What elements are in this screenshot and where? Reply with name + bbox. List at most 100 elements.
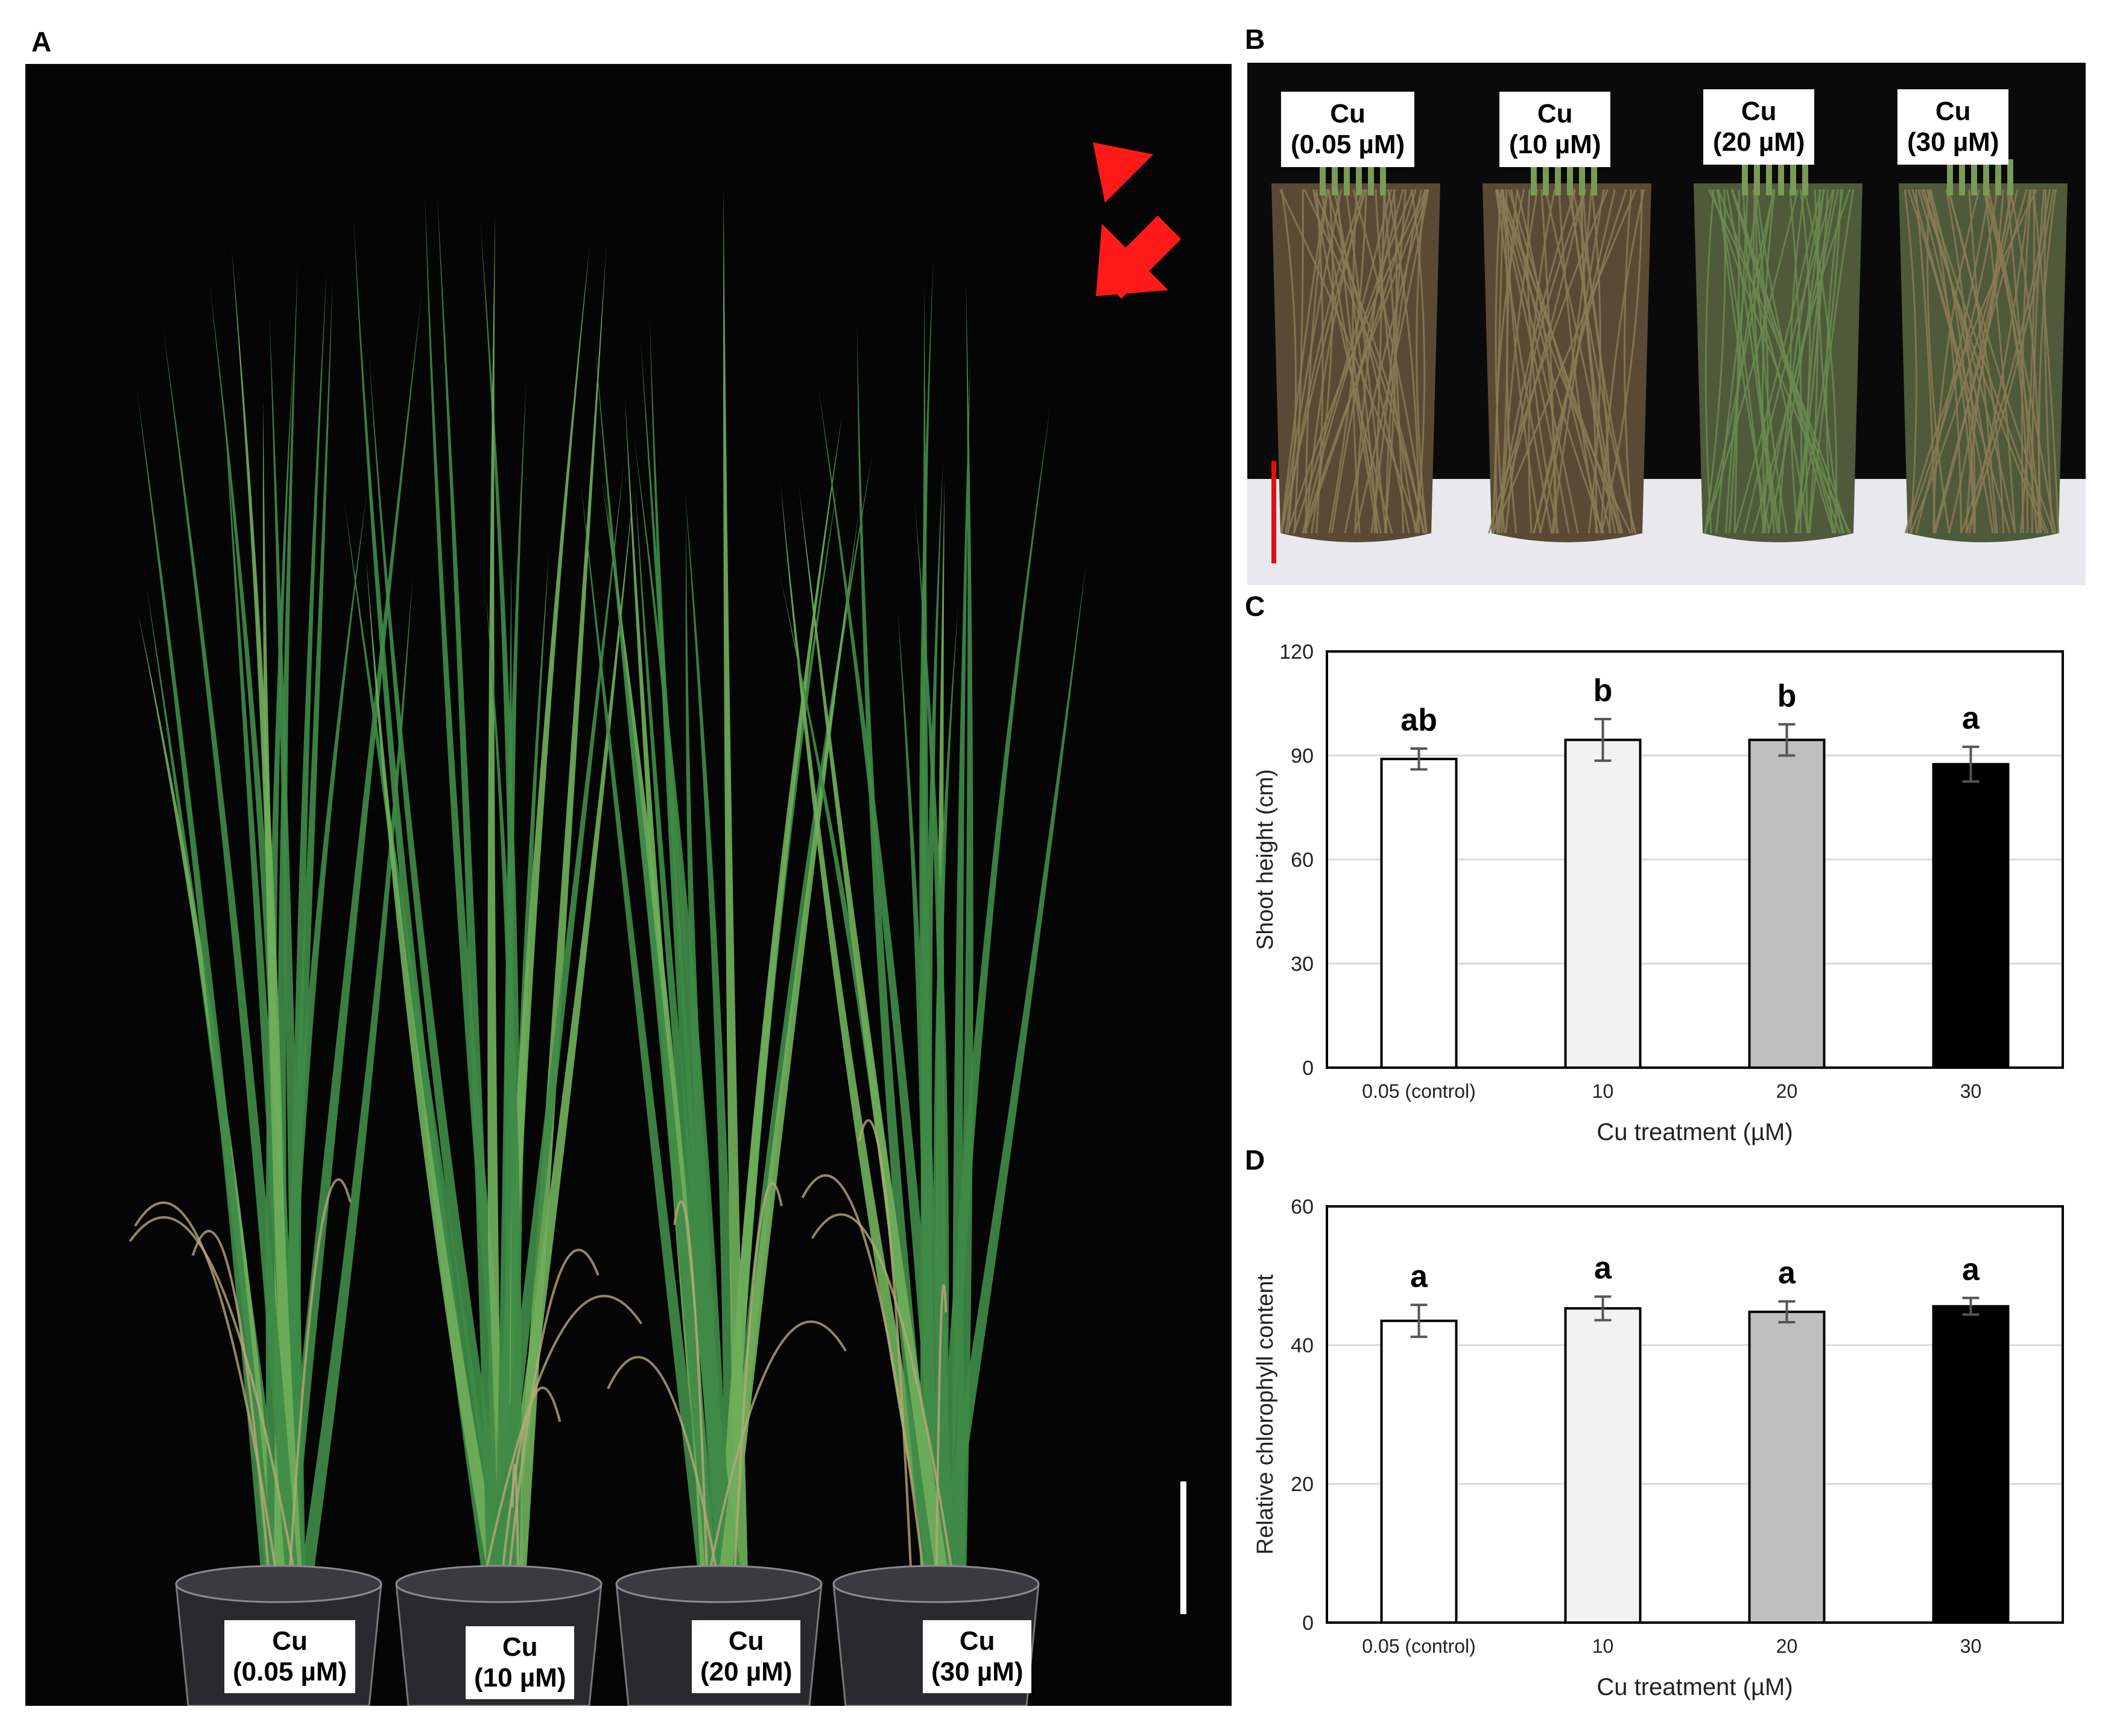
root-strand xyxy=(1946,189,2005,534)
dry-leaf xyxy=(511,1463,521,1609)
root-strand xyxy=(1384,189,1398,534)
root-label-10: Cu (10 µM) xyxy=(1499,92,1611,168)
leaf xyxy=(163,329,301,1608)
plants-illustration xyxy=(128,142,1186,1706)
pot-label-20: Cu (20 µM) xyxy=(692,1620,801,1694)
plot-frame xyxy=(1326,1205,2064,1624)
leaf xyxy=(634,437,732,1608)
root-strand xyxy=(1293,189,1304,534)
root-strand xyxy=(1312,189,1425,534)
leaf xyxy=(494,567,512,1608)
root-strand xyxy=(1326,189,1410,534)
stem xyxy=(1742,159,1748,195)
leaf xyxy=(437,197,501,1609)
root-strand xyxy=(1948,189,2005,534)
shoot-height-chart: 0 30 60 90 120 ab 0.05 (control) b 10 b 20 a 30 Cu tr… xyxy=(1253,641,2064,1145)
leaf xyxy=(818,385,952,1608)
root-strand xyxy=(1968,189,2031,534)
y-tick-label: 0 xyxy=(1302,1057,1314,1080)
bar xyxy=(1380,1319,1458,1624)
bar xyxy=(1748,738,1826,1069)
root-strand xyxy=(1345,189,1387,534)
root-strand xyxy=(1726,189,1776,534)
root-strand xyxy=(1498,189,1508,534)
scale-bar xyxy=(1180,1481,1186,1614)
root-strand xyxy=(1752,189,1769,534)
root-strand xyxy=(1600,189,1643,534)
root-strand xyxy=(1932,189,2028,534)
root-strand xyxy=(1285,189,1364,534)
root-strand xyxy=(1725,189,1776,534)
root-strand xyxy=(1803,189,1838,534)
leaf xyxy=(780,576,938,1608)
root-strand xyxy=(1315,189,1324,534)
root-strand xyxy=(1492,189,1505,534)
significance-letter: a xyxy=(1962,1252,1980,1287)
stem xyxy=(1802,159,1808,195)
roots-illustration xyxy=(1247,159,2086,585)
stem xyxy=(1778,159,1784,195)
root-strand xyxy=(2009,189,2040,534)
significance-letter: b xyxy=(1593,673,1613,708)
significance-letter: a xyxy=(1962,701,1980,736)
x-axis-label: Cu treatment (µM) xyxy=(1597,1119,1793,1145)
leaf xyxy=(486,592,522,1608)
y-tick-label: 20 xyxy=(1291,1473,1314,1496)
root-strand xyxy=(1707,189,1850,534)
root-strand xyxy=(2006,189,2038,534)
root-strand xyxy=(1904,189,1917,534)
root-strand xyxy=(1794,189,1829,534)
stem xyxy=(1356,159,1362,195)
pot-label-0.05: Cu (0.05 µM) xyxy=(224,1620,356,1694)
root-strand xyxy=(1328,189,1367,534)
root-strand xyxy=(1333,189,1378,534)
dry-leaf xyxy=(811,1213,959,1609)
root-strand xyxy=(1715,189,1760,534)
root-strand xyxy=(1488,189,1609,534)
panel-letter-b: B xyxy=(1245,24,1265,55)
dry-leaf xyxy=(191,1229,273,1609)
significance-letter: a xyxy=(1410,1259,1428,1294)
stem xyxy=(1959,159,1965,195)
root-strand xyxy=(1305,189,1329,534)
stem xyxy=(1591,159,1597,195)
root-strand xyxy=(1495,189,1525,534)
root-strand xyxy=(1752,189,1779,534)
root-strand xyxy=(1416,189,1428,534)
root-strand xyxy=(1373,189,1385,534)
bar xyxy=(1932,1305,2010,1624)
pot-rim xyxy=(832,1565,1040,1603)
root-strand xyxy=(1411,189,1426,534)
root-strand xyxy=(1934,189,2013,534)
root-strand xyxy=(1496,189,1579,534)
stem xyxy=(1971,159,1977,195)
pot-rim xyxy=(175,1565,382,1603)
x-tick-label: 20 xyxy=(1776,1635,1798,1657)
root-strand xyxy=(1743,189,1834,534)
root-strand xyxy=(1600,189,1645,534)
leaf xyxy=(288,272,327,1608)
leaf xyxy=(714,511,859,1608)
y-tick-label: 90 xyxy=(1291,745,1314,768)
bar xyxy=(1932,762,2010,1069)
chlorophyll-chart: 0 20 40 60 a 0.05 (control) a 10 a 20 a 30 Cu treatm… xyxy=(1253,1196,2064,1700)
root-strand xyxy=(1761,189,1776,534)
leaf xyxy=(487,211,504,1609)
leaf xyxy=(952,281,973,1609)
leaf xyxy=(923,461,943,1609)
y-tick-label: 60 xyxy=(1291,1196,1314,1218)
root-strand xyxy=(1558,189,1599,534)
dry-leaf xyxy=(286,1178,352,1609)
significance-letter: a xyxy=(1778,1256,1796,1291)
root-strand xyxy=(1762,189,1851,534)
root-strand xyxy=(1926,189,2049,534)
x-tick-label: 10 xyxy=(1592,1080,1614,1102)
root-strand xyxy=(2021,189,2032,534)
root-strand xyxy=(1914,189,1936,534)
root-strand xyxy=(1733,189,1740,534)
root-strand xyxy=(1932,189,1980,534)
stem xyxy=(1754,159,1760,195)
root-ball xyxy=(1483,183,1651,542)
root-strand xyxy=(2032,189,2060,534)
x-tick-label: 0.05 (control) xyxy=(1362,1080,1476,1102)
